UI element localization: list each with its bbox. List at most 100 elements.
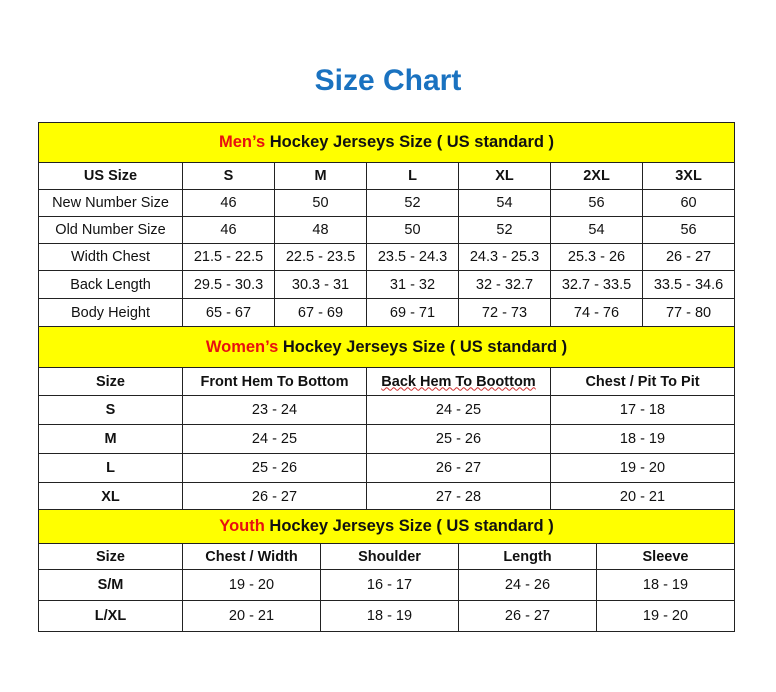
row-label: S [38, 395, 183, 425]
men-heading-row: Men’s Hockey Jerseys Size ( US standard … [37, 122, 736, 163]
table-cell: 24 - 26 [458, 569, 597, 601]
table-cell: 52 [458, 216, 551, 244]
column-header: US Size [38, 162, 183, 190]
table-row: Body Height 65 - 67 67 - 69 69 - 71 72 - 73 7… [38, 298, 736, 327]
women-heading: Women’s Hockey Jerseys Size ( US standar… [37, 326, 736, 368]
table-cell: 72 - 73 [458, 298, 551, 327]
heading-text: Hockey Jerseys Size ( US standard ) [278, 337, 568, 356]
table-row: New Number Size 46 50 52 54 56 60 [38, 189, 736, 217]
table-cell: 21.5 - 22.5 [182, 243, 275, 271]
column-header-row: US Size S M L XL 2XL 3XL [38, 162, 736, 190]
table-cell: 67 - 69 [274, 298, 367, 327]
table-row: L 25 - 26 26 - 27 19 - 20 [38, 453, 736, 483]
column-header: Sleeve [595, 543, 736, 570]
table-cell: 56 [550, 189, 643, 217]
table-cell: 27 - 28 [366, 482, 551, 511]
column-header: S [182, 162, 275, 190]
table-cell: 16 - 17 [320, 569, 459, 601]
table-row: Width Chest 21.5 - 22.5 22.5 - 23.5 23.5 - … [38, 243, 736, 271]
table-cell: 26 - 27 [182, 482, 367, 511]
table-cell: 32 - 32.7 [458, 270, 551, 299]
row-label: New Number Size [38, 189, 183, 217]
row-label: XL [38, 482, 183, 511]
column-header: Length [458, 543, 597, 570]
row-label: S/M [38, 569, 183, 601]
row-label: Body Height [38, 298, 183, 327]
table-cell: 25.3 - 26 [550, 243, 643, 271]
table-cell: 23.5 - 24.3 [366, 243, 459, 271]
row-label: Back Length [38, 270, 183, 299]
table-row: Old Number Size 46 48 50 52 54 56 [38, 216, 736, 244]
row-label: L/XL [38, 600, 183, 632]
heading-highlight: Women’s [205, 337, 279, 356]
table-cell: 19 - 20 [182, 569, 321, 601]
table-cell: 25 - 26 [182, 453, 367, 483]
column-header: M [274, 162, 367, 190]
row-label: Width Chest [38, 243, 183, 271]
youth-heading: Youth Hockey Jerseys Size ( US standard … [37, 509, 736, 544]
table-cell: 65 - 67 [182, 298, 275, 327]
table-cell: 26 - 27 [458, 600, 597, 632]
heading-highlight: Men’s [219, 133, 266, 151]
table-cell: 24 - 25 [182, 424, 367, 454]
table-cell: 50 [366, 216, 459, 244]
table-cell: 20 - 21 [549, 482, 736, 511]
table-row: XL 26 - 27 27 - 28 20 - 21 [38, 482, 736, 511]
heading-text: Hockey Jerseys Size ( US standard ) [264, 517, 554, 535]
table-cell: 18 - 19 [549, 424, 736, 454]
table-cell: 50 [274, 189, 367, 217]
row-label: Old Number Size [38, 216, 183, 244]
table-cell: 26 - 27 [366, 453, 551, 483]
table-cell: 32.7 - 33.5 [550, 270, 643, 299]
heading-text: Hockey Jerseys Size ( US standard ) [265, 133, 555, 151]
row-label: M [38, 424, 183, 454]
column-header: Shoulder [320, 543, 459, 570]
column-header: Size [38, 367, 183, 396]
table-cell: 56 [641, 216, 736, 244]
table-row: L/XL 20 - 21 18 - 19 26 - 27 19 - 20 [38, 600, 736, 632]
table-row: S 23 - 24 24 - 25 17 - 18 [38, 395, 736, 425]
column-header: 3XL [641, 162, 736, 190]
table-cell: 52 [366, 189, 459, 217]
table-cell: 74 - 76 [550, 298, 643, 327]
column-header: Size [38, 543, 183, 570]
table-row: M 24 - 25 25 - 26 18 - 19 [38, 424, 736, 454]
table-cell: 46 [182, 189, 275, 217]
column-header: Chest / Width [182, 543, 321, 570]
table-cell: 24 - 25 [366, 395, 551, 425]
column-header-row: Size Chest / Width Shoulder Length Sleeve [38, 543, 736, 570]
men-heading: Men’s Hockey Jerseys Size ( US standard … [37, 122, 736, 163]
page-title: Size Chart [314, 64, 462, 97]
table-row: Back Length 29.5 - 30.3 30.3 - 31 31 - 32 32… [38, 270, 736, 299]
table-cell: 33.5 - 34.6 [641, 270, 736, 299]
table-cell: 54 [458, 189, 551, 217]
column-header: Front Hem To Bottom [182, 367, 367, 396]
youth-heading-row: Youth Hockey Jerseys Size ( US standard … [37, 509, 736, 544]
column-header: XL [458, 162, 551, 190]
column-header-row: Size Front Hem To Bottom Back Hem To Boott… [38, 367, 736, 396]
column-header: Chest / Pit To Pit [549, 367, 736, 396]
table-cell: 31 - 32 [366, 270, 459, 299]
table-cell: 20 - 21 [182, 600, 321, 632]
table-cell: 69 - 71 [366, 298, 459, 327]
table-cell: 19 - 20 [549, 453, 736, 483]
women-heading-row: Women’s Hockey Jerseys Size ( US standar… [37, 326, 736, 368]
table-cell: 25 - 26 [366, 424, 551, 454]
column-header: 2XL [550, 162, 643, 190]
table-cell: 24.3 - 25.3 [458, 243, 551, 271]
table-cell: 23 - 24 [182, 395, 367, 425]
table-cell: 46 [182, 216, 275, 244]
table-cell: 54 [550, 216, 643, 244]
row-label: L [38, 453, 183, 483]
column-header: L [366, 162, 459, 190]
table-cell: 18 - 19 [595, 569, 736, 601]
table-row: S/M 19 - 20 16 - 17 24 - 26 18 - 19 [38, 569, 736, 601]
table-cell: 29.5 - 30.3 [182, 270, 275, 299]
mens-size-table: Men’s Hockey Jerseys Size ( US standard … [37, 122, 736, 327]
table-cell: 30.3 - 31 [274, 270, 367, 299]
table-cell: 19 - 20 [595, 600, 736, 632]
column-header-text: Back Hem To Boottom [381, 373, 536, 390]
table-cell: 17 - 18 [549, 395, 736, 425]
table-cell: 77 - 80 [641, 298, 736, 327]
table-cell: 26 - 27 [641, 243, 736, 271]
